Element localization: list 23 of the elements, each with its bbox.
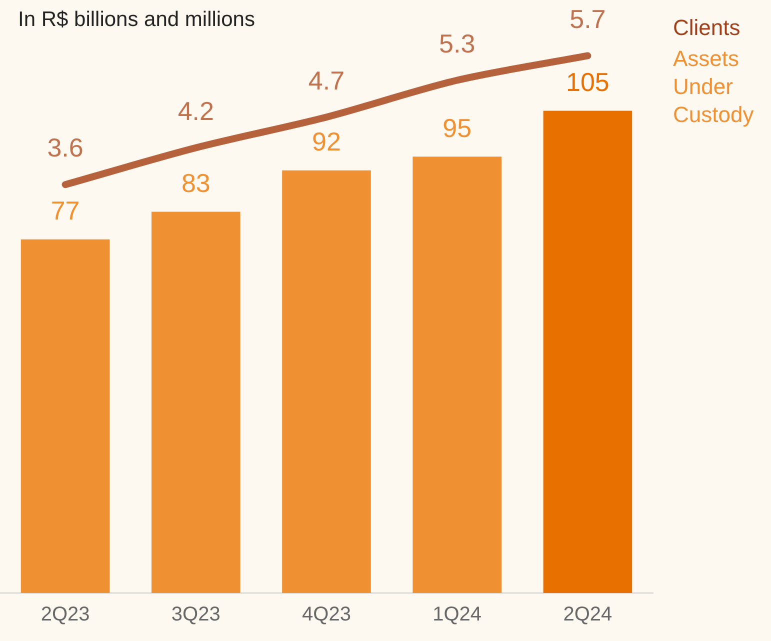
x-tick-label: 3Q23 xyxy=(171,604,220,626)
bar xyxy=(20,239,110,593)
bar xyxy=(412,156,502,593)
data-label: 5.3 xyxy=(439,28,476,58)
bar xyxy=(151,212,240,593)
data-label: 83 xyxy=(181,168,210,198)
chart-title: In R$ billions and millions xyxy=(18,8,255,32)
data-label: 4.7 xyxy=(308,65,345,96)
data-label: 4.2 xyxy=(178,96,214,126)
data-label: 77 xyxy=(50,195,80,226)
data-label: 92 xyxy=(312,126,341,157)
x-tick-label: 2Q24 xyxy=(563,604,612,626)
bar xyxy=(543,110,632,593)
x-tick-label: 4Q23 xyxy=(302,604,351,626)
x-tick-label: 1Q24 xyxy=(432,604,482,626)
data-label: 105 xyxy=(566,66,610,97)
data-label: 5.7 xyxy=(570,4,606,34)
series-label: Assets Under Custody xyxy=(673,46,754,127)
data-label: 95 xyxy=(442,112,472,143)
bar xyxy=(282,170,371,593)
data-label: 3.6 xyxy=(47,132,84,163)
x-tick-label: 2Q23 xyxy=(40,604,90,626)
text: Clients xyxy=(673,14,740,40)
